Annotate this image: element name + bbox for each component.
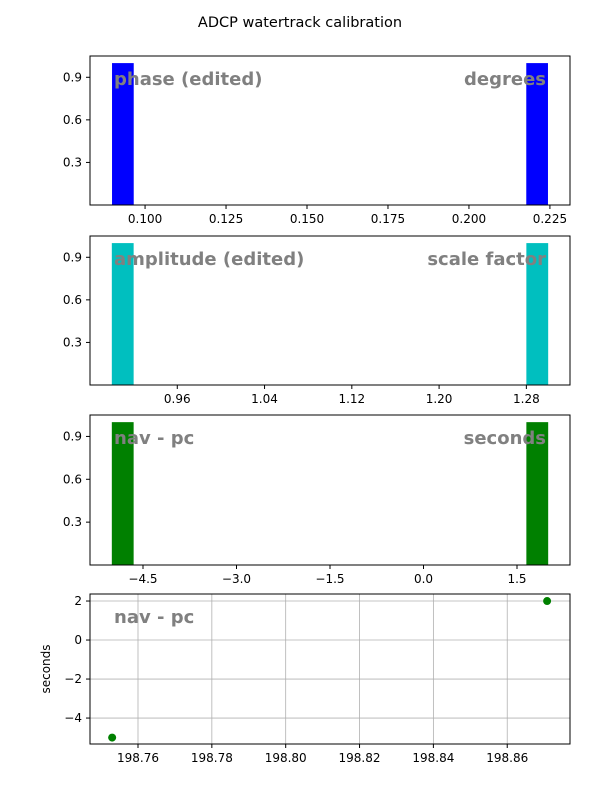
y-tick-label: 0.3 xyxy=(63,155,82,169)
bar xyxy=(526,243,549,385)
annotation: degrees xyxy=(464,69,546,90)
axes-frame xyxy=(89,593,571,745)
bar xyxy=(112,63,134,205)
y-tick-label: 2 xyxy=(74,594,82,608)
x-tick-label: 198.86 xyxy=(486,751,528,765)
bar xyxy=(111,422,134,565)
x-tick-label: 0.150 xyxy=(290,212,324,226)
x-tick-label: 1.04 xyxy=(251,392,278,406)
axes-frame xyxy=(89,55,571,206)
x-tick-label: 0.96 xyxy=(164,392,191,406)
y-tick-label: 0.6 xyxy=(63,113,82,127)
x-tick-label: 198.78 xyxy=(191,751,233,765)
x-tick-label: 0.100 xyxy=(128,212,162,226)
y-tick-label: 0.9 xyxy=(63,250,82,264)
bar xyxy=(526,422,549,565)
x-tick-label: 198.84 xyxy=(412,751,454,765)
point xyxy=(108,733,117,742)
y-tick-label: 0.9 xyxy=(63,429,82,443)
y-tick-label: 0.3 xyxy=(63,335,82,349)
y-tick-label: 0.3 xyxy=(63,515,82,529)
y-tick-label: −2 xyxy=(64,672,82,686)
x-tick-label: 0.125 xyxy=(209,212,243,226)
x-tick-label: 1.12 xyxy=(338,392,365,406)
y-tick-label: 0 xyxy=(74,633,82,647)
x-tick-label: 198.82 xyxy=(339,751,381,765)
x-tick-label: 1.20 xyxy=(426,392,453,406)
bar xyxy=(111,243,134,385)
x-tick-label: 0.0 xyxy=(414,572,433,586)
axes-frame xyxy=(89,235,571,386)
point xyxy=(543,597,552,606)
annotation: scale factor xyxy=(427,249,546,270)
bar xyxy=(526,63,548,205)
x-tick-label: 0.200 xyxy=(452,212,486,226)
axes-frame xyxy=(89,414,571,566)
annotation: phase (edited) xyxy=(114,69,262,90)
x-tick-label: 0.175 xyxy=(371,212,405,226)
y-tick-label: −4 xyxy=(64,711,82,725)
x-tick-label: −3.0 xyxy=(222,572,251,586)
y-tick-label: 0.9 xyxy=(63,70,82,84)
annotation: amplitude (edited) xyxy=(114,249,304,270)
annotation: nav - pc xyxy=(114,607,194,628)
x-tick-label: 1.5 xyxy=(507,572,526,586)
x-tick-label: −4.5 xyxy=(128,572,157,586)
figure-title: ADCP watertrack calibration xyxy=(198,15,402,31)
x-tick-label: −1.5 xyxy=(315,572,344,586)
y-axis-label: seconds xyxy=(39,644,53,693)
x-tick-label: 198.76 xyxy=(117,751,159,765)
y-tick-label: 0.6 xyxy=(63,472,82,486)
annotation: nav - pc xyxy=(114,428,194,449)
x-tick-label: 198.80 xyxy=(265,751,307,765)
annotation: seconds xyxy=(464,428,546,449)
x-tick-label: 0.225 xyxy=(533,212,567,226)
x-tick-label: 1.28 xyxy=(513,392,540,406)
y-tick-label: 0.6 xyxy=(63,293,82,307)
